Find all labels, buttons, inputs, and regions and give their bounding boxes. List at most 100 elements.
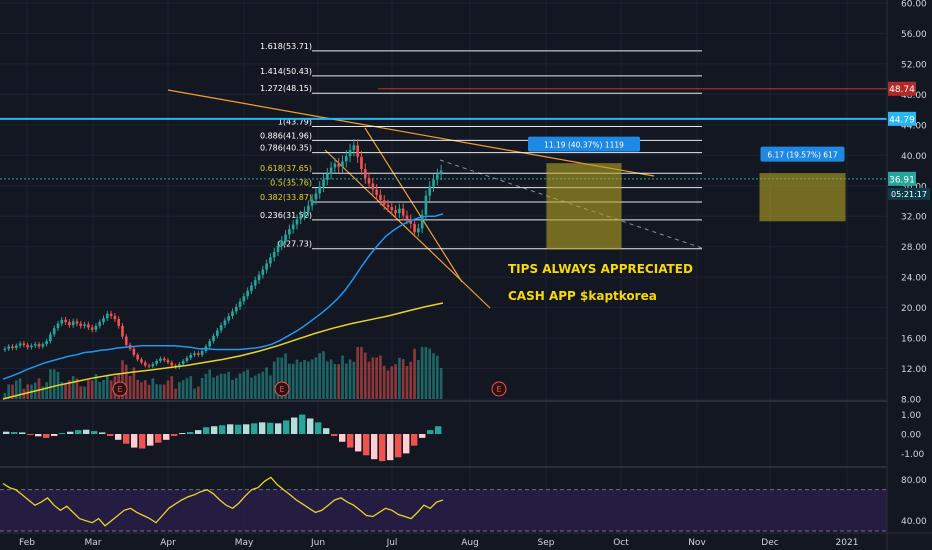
- volume-bar: [337, 364, 341, 399]
- candle-body: [303, 211, 306, 216]
- candle-body: [71, 321, 75, 326]
- candle-body: [189, 354, 193, 358]
- macd-bar: [163, 434, 170, 440]
- candle-body: [41, 344, 45, 347]
- candle-body: [208, 341, 212, 347]
- fib-level-label: 0(27.73): [278, 240, 312, 249]
- volume-bar: [170, 376, 174, 399]
- price-axis[interactable]: 8.0012.0016.0020.0024.0028.0032.0036.004…: [886, 0, 927, 550]
- candle-body: [124, 336, 128, 345]
- macd-bar: [107, 434, 114, 436]
- volume-bar: [193, 388, 196, 399]
- volume-bar: [322, 351, 325, 399]
- candle-body: [325, 173, 329, 180]
- candle-body: [398, 208, 401, 214]
- volume-bar: [7, 384, 11, 399]
- volume-bar: [162, 384, 166, 399]
- macd-bar: [299, 414, 306, 434]
- candle-body: [265, 263, 268, 270]
- volume-bar: [227, 371, 231, 399]
- volume-bar: [105, 375, 109, 399]
- volume-bar: [94, 374, 98, 399]
- candle-body: [223, 320, 227, 326]
- candle-body: [37, 344, 41, 347]
- candle-body: [360, 156, 363, 170]
- macd-bar: [91, 431, 98, 434]
- volume-bar: [189, 376, 193, 399]
- earnings-marker-icon: [112, 381, 128, 397]
- measure-boxes[interactable]: 11.19 (40.37%) 1119 6.17 (19.57%) 617: [528, 136, 846, 250]
- volume-bar: [299, 362, 303, 399]
- volume-bar: [64, 384, 67, 399]
- candle-body: [14, 345, 18, 348]
- volume-bar: [386, 370, 390, 399]
- candle-body: [11, 346, 14, 348]
- volume-bar: [140, 382, 143, 399]
- time-tick-label: Apr: [160, 538, 176, 548]
- candle-body: [382, 200, 386, 205]
- volume-bar: [288, 363, 291, 399]
- time-tick-label: Oct: [613, 538, 629, 548]
- price-tag: [888, 171, 916, 186]
- candle-body: [242, 296, 246, 302]
- macd-bar: [59, 433, 66, 435]
- volume-bar: [435, 355, 439, 399]
- macd-bar: [43, 434, 50, 438]
- candle-body: [197, 353, 200, 355]
- macd-bar: [435, 426, 442, 434]
- trendline-upper: [167, 89, 655, 177]
- macd-bar: [411, 434, 418, 446]
- candle-body: [64, 319, 67, 323]
- candle-body: [132, 348, 136, 355]
- ma-slow-line: [2, 302, 444, 400]
- macd-bar: [283, 420, 290, 434]
- candle-body: [155, 360, 158, 364]
- volume-bar: [143, 380, 147, 399]
- candle-body: [121, 325, 124, 337]
- volume-bar: [405, 366, 409, 399]
- macd-bar: [11, 432, 18, 434]
- candle-body: [375, 189, 378, 195]
- earnings-marker-label: E: [496, 385, 501, 394]
- price-tag: [888, 81, 916, 96]
- volume-bar: [3, 393, 7, 399]
- macd-bar: [355, 434, 362, 452]
- fib-level-label: 1.618(53.71): [260, 42, 312, 51]
- candle-body: [250, 285, 253, 291]
- macd-bar: [387, 434, 394, 461]
- volume-bar: [409, 361, 413, 399]
- price-tag: [888, 111, 916, 126]
- volume-bar: [87, 380, 90, 399]
- candle-body: [166, 360, 170, 363]
- candle-body: [178, 363, 181, 368]
- candle-body: [435, 174, 439, 180]
- macd-bar: [35, 434, 42, 437]
- macd-bar: [291, 417, 298, 434]
- candle-body: [18, 343, 22, 346]
- candle-body: [219, 325, 223, 331]
- volume-bar: [360, 347, 363, 399]
- trendline-wedge-inner: [364, 127, 463, 283]
- volume-bar: [14, 380, 18, 399]
- volume-bar: [413, 348, 416, 399]
- candle-body: [30, 345, 33, 348]
- macd-bar: [267, 422, 274, 434]
- measure-label: 11.19 (40.37%) 1119: [544, 141, 624, 150]
- volume-bar: [238, 373, 242, 399]
- volume-bar: [109, 380, 113, 399]
- volume-bar: [178, 382, 181, 399]
- candle-body: [409, 219, 413, 224]
- time-axis[interactable]: Feb Mar Apr May Jun Jul Aug Sep Oct Nov Dec 2021: [19, 538, 858, 548]
- candle-body: [227, 315, 231, 321]
- annotation-cashapp: CASH APP $kaptkorea: [508, 289, 657, 303]
- volume-bar: [314, 357, 318, 399]
- candle-body: [344, 156, 348, 162]
- volume-bar: [155, 384, 158, 399]
- volume-bar: [379, 355, 382, 399]
- candle-body: [314, 193, 318, 200]
- macd-bar: [195, 430, 202, 434]
- volume-bar: [231, 379, 234, 399]
- volume-bar: [166, 380, 170, 399]
